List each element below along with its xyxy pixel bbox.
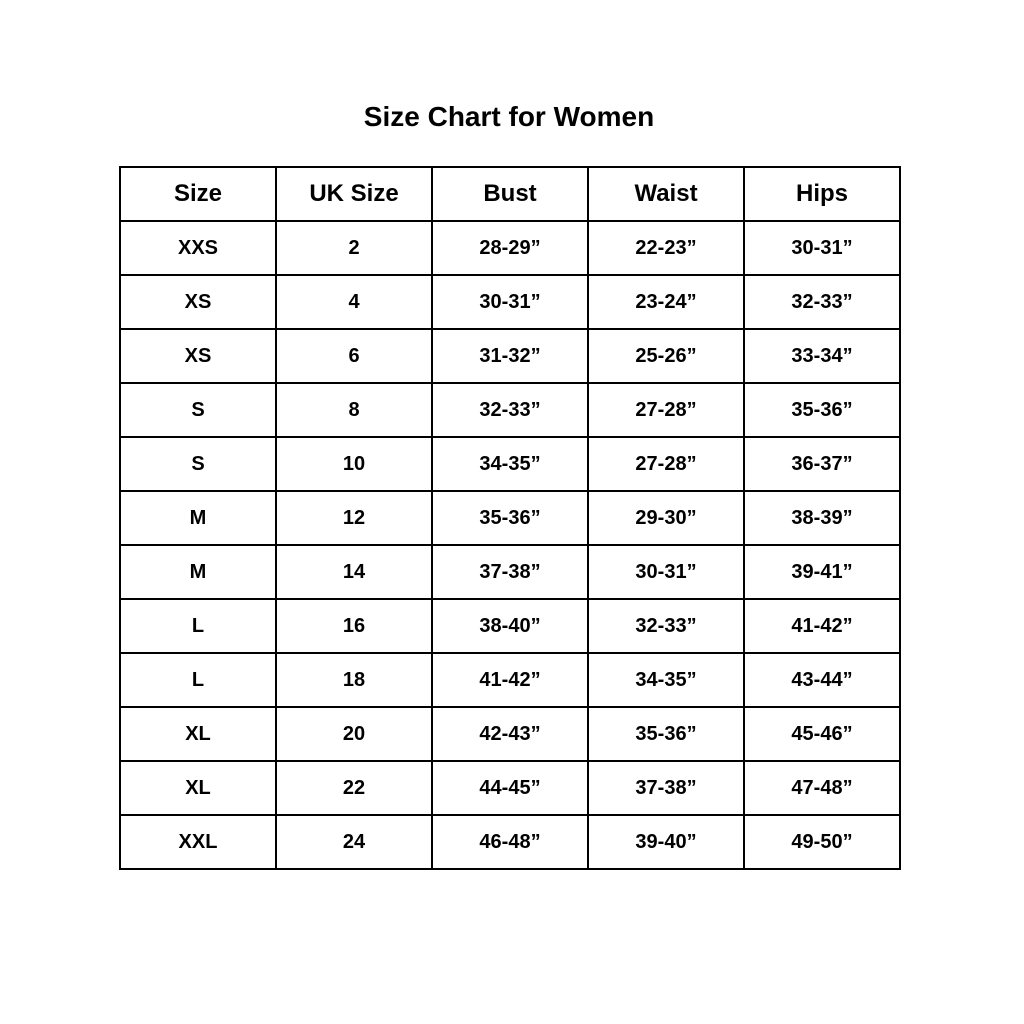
- table-cell: 33-34”: [743, 328, 901, 384]
- table-cell: 24: [275, 814, 433, 870]
- table-cell: XXS: [119, 220, 277, 276]
- table-cell: 6: [275, 328, 433, 384]
- table-cell: 32-33”: [431, 382, 589, 438]
- table-row: XS 4 30-31” 23-24” 32-33”: [119, 274, 901, 330]
- table-row: S 8 32-33” 27-28” 35-36”: [119, 382, 901, 438]
- table-row: XXS 2 28-29” 22-23” 30-31”: [119, 220, 901, 276]
- table-cell: XL: [119, 760, 277, 816]
- table-cell: 14: [275, 544, 433, 600]
- table-cell: S: [119, 382, 277, 438]
- table-row: M 12 35-36” 29-30” 38-39”: [119, 490, 901, 546]
- table-row: L 18 41-42” 34-35” 43-44”: [119, 652, 901, 708]
- table-cell: 30-31”: [587, 544, 745, 600]
- table-cell: 41-42”: [743, 598, 901, 654]
- table-cell: 4: [275, 274, 433, 330]
- table-row: XL 22 44-45” 37-38” 47-48”: [119, 760, 901, 816]
- table-cell: 35-36”: [587, 706, 745, 762]
- table-cell: 22: [275, 760, 433, 816]
- table-cell: 28-29”: [431, 220, 589, 276]
- column-header: Bust: [431, 166, 589, 222]
- column-header: Size: [119, 166, 277, 222]
- table-cell: 31-32”: [431, 328, 589, 384]
- table-row: S 10 34-35” 27-28” 36-37”: [119, 436, 901, 492]
- table-header-row: Size UK Size Bust Waist Hips: [119, 166, 901, 222]
- table-row: XS 6 31-32” 25-26” 33-34”: [119, 328, 901, 384]
- table-cell: 38-40”: [431, 598, 589, 654]
- table-cell: M: [119, 544, 277, 600]
- table-cell: 39-40”: [587, 814, 745, 870]
- table-row: XXL 24 46-48” 39-40” 49-50”: [119, 814, 901, 870]
- table-cell: 39-41”: [743, 544, 901, 600]
- table-cell: 10: [275, 436, 433, 492]
- table-cell: S: [119, 436, 277, 492]
- table-cell: 38-39”: [743, 490, 901, 546]
- table-cell: 27-28”: [587, 382, 745, 438]
- table-cell: 29-30”: [587, 490, 745, 546]
- table-cell: 45-46”: [743, 706, 901, 762]
- table-cell: 35-36”: [743, 382, 901, 438]
- column-header: Hips: [743, 166, 901, 222]
- table-cell: 44-45”: [431, 760, 589, 816]
- table-cell: 23-24”: [587, 274, 745, 330]
- table-cell: 46-48”: [431, 814, 589, 870]
- table-row: XL 20 42-43” 35-36” 45-46”: [119, 706, 901, 762]
- table-cell: 27-28”: [587, 436, 745, 492]
- table-cell: XL: [119, 706, 277, 762]
- table-cell: 32-33”: [743, 274, 901, 330]
- table-cell: 20: [275, 706, 433, 762]
- table-cell: 30-31”: [743, 220, 901, 276]
- table-cell: 35-36”: [431, 490, 589, 546]
- table-cell: M: [119, 490, 277, 546]
- table-cell: L: [119, 598, 277, 654]
- table-cell: 41-42”: [431, 652, 589, 708]
- table-cell: 2: [275, 220, 433, 276]
- table-cell: 32-33”: [587, 598, 745, 654]
- column-header: Waist: [587, 166, 745, 222]
- table-cell: 49-50”: [743, 814, 901, 870]
- table-cell: 36-37”: [743, 436, 901, 492]
- table-cell: 34-35”: [431, 436, 589, 492]
- table-row: L 16 38-40” 32-33” 41-42”: [119, 598, 901, 654]
- table-cell: 37-38”: [587, 760, 745, 816]
- table-cell: 47-48”: [743, 760, 901, 816]
- table-row: M 14 37-38” 30-31” 39-41”: [119, 544, 901, 600]
- table-cell: 30-31”: [431, 274, 589, 330]
- table-cell: 43-44”: [743, 652, 901, 708]
- table-cell: 25-26”: [587, 328, 745, 384]
- page-title: Size Chart for Women: [363, 101, 655, 132]
- table-cell: 8: [275, 382, 433, 438]
- table-body: XXS 2 28-29” 22-23” 30-31” XS 4 30-31” 23-24” 32-…: [119, 220, 901, 870]
- table-cell: 37-38”: [431, 544, 589, 600]
- table-cell: L: [119, 652, 277, 708]
- table-cell: 22-23”: [587, 220, 745, 276]
- table-cell: 42-43”: [431, 706, 589, 762]
- table-cell: 34-35”: [587, 652, 745, 708]
- column-header: UK Size: [275, 166, 433, 222]
- table-cell: XS: [119, 328, 277, 384]
- table-cell: XS: [119, 274, 277, 330]
- table-cell: 16: [275, 598, 433, 654]
- table-cell: XXL: [119, 814, 277, 870]
- table-cell: 12: [275, 490, 433, 546]
- size-chart-table: Size UK Size Bust Waist Hips XXS 2 28-29” 22-23…: [119, 166, 901, 870]
- table-cell: 18: [275, 652, 433, 708]
